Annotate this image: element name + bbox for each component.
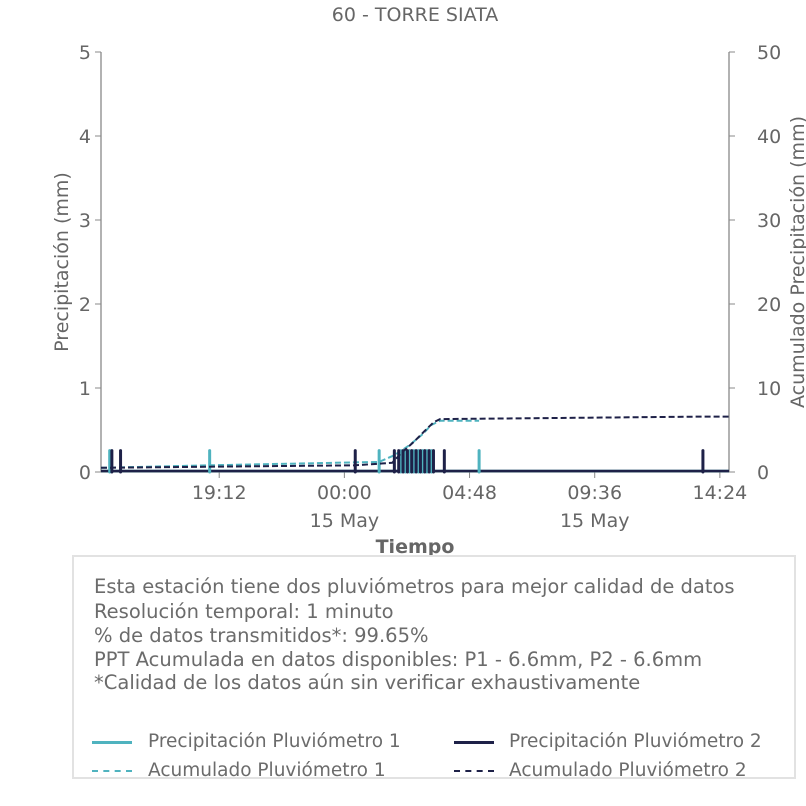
x-tick-label: 09:36 [567, 482, 622, 504]
x-tick-label: 00:00 [317, 482, 372, 504]
y2-tick-label: 40 [757, 126, 781, 148]
y2-axis-label: Acumulado Precipitación (mm) [787, 116, 806, 408]
y-axis-label: Precipitación (mm) [51, 172, 73, 352]
y-tick-label: 0 [79, 462, 91, 484]
x-tick-sublabel: 15 May [560, 510, 630, 532]
info-box: Esta estación tiene dos pluviómetros par… [72, 555, 796, 781]
y-tick-label: 2 [79, 294, 91, 316]
y2-tick-label: 20 [757, 294, 781, 316]
info-line-2: Resolución temporal: 1 minuto [94, 600, 394, 623]
legend-label-a2: Acumulado Pluviómetro 2 [509, 760, 747, 781]
info-line-1: Esta estación tiene dos pluviómetros par… [94, 575, 735, 598]
legend-label-p1: Precipitación Pluviómetro 1 [148, 731, 401, 752]
legend-label-a1: Acumulado Pluviómetro 1 [148, 760, 386, 781]
chart-title: 60 - TORRE SIATA [332, 4, 498, 26]
info-line-5: *Calidad de los datos aún sin verificar … [94, 671, 641, 694]
legend-label-p2: Precipitación Pluviómetro 2 [509, 731, 762, 752]
y-tick-label: 5 [79, 42, 91, 64]
x-tick-sublabel: 15 May [310, 510, 380, 532]
y-tick-label: 3 [79, 210, 91, 232]
x-axis-label: Tiempo [376, 536, 455, 558]
legend-swatch-a2 [454, 770, 494, 772]
y2-tick-label: 30 [757, 210, 781, 232]
legend-swatch-a1 [92, 770, 132, 772]
legend-swatch-p2 [454, 741, 494, 744]
x-tick-label: 14:24 [692, 482, 747, 504]
y2-tick-label: 0 [757, 462, 769, 484]
series-3-line [100, 415, 729, 469]
x-tick-label: 04:48 [442, 482, 497, 504]
y2-tick-label: 50 [757, 42, 781, 64]
y2-tick-label: 10 [757, 378, 781, 400]
x-tick-label: 19:12 [192, 482, 247, 504]
legend-swatch-p1 [92, 741, 132, 744]
info-line-4: PPT Acumulada en datos disponibles: P1 -… [94, 648, 703, 671]
series-1-line [100, 419, 480, 469]
y-tick-label: 4 [79, 126, 91, 148]
y-tick-label: 1 [79, 378, 91, 400]
info-line-3: % de datos transmitidos*: 99.65% [94, 624, 429, 647]
series-layer [100, 415, 729, 474]
